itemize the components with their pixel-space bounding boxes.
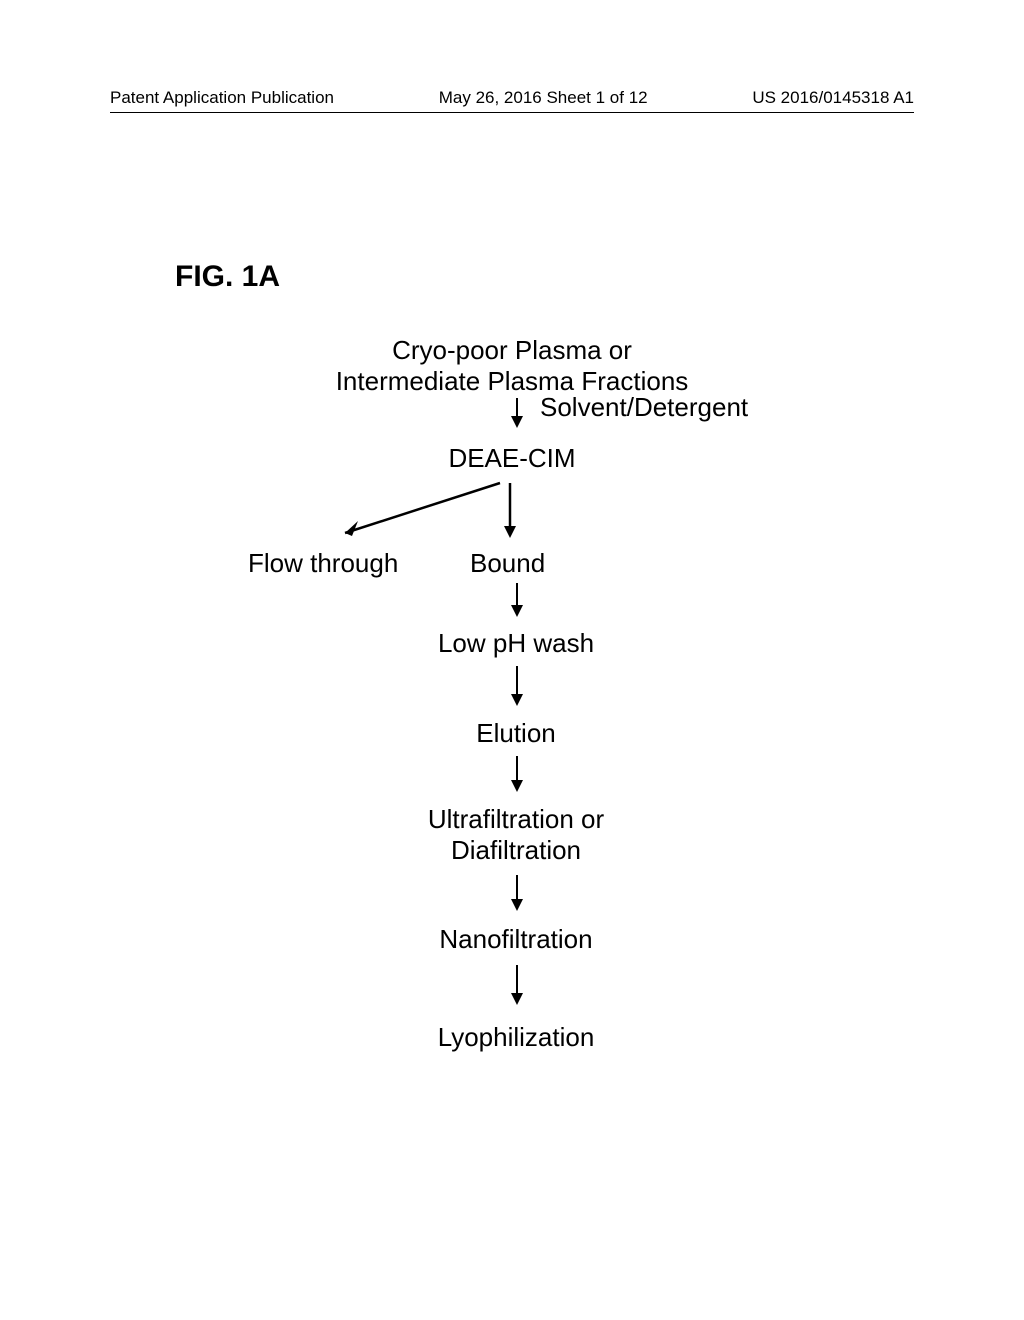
flow-node-bound: Bound xyxy=(470,548,545,579)
solvent-detergent-label: Solvent/Detergent xyxy=(540,392,748,423)
filtration-line2: Diafiltration xyxy=(0,835,1024,866)
flow-node-start: Cryo-poor Plasma or Intermediate Plasma … xyxy=(0,335,1024,397)
header-patent-number: US 2016/0145318 A1 xyxy=(752,88,914,108)
nano-label: Nanofiltration xyxy=(0,924,1024,955)
start-line1: Cryo-poor Plasma or xyxy=(0,335,1024,366)
figure-label: FIG. 1A xyxy=(175,260,280,294)
filtration-line1: Ultrafiltration or xyxy=(0,804,1024,835)
flow-node-flowthrough: Flow through xyxy=(248,548,398,579)
arrow-to-filtration xyxy=(511,756,523,792)
flow-node-wash: Low pH wash xyxy=(0,628,1024,659)
lyo-label: Lyophilization xyxy=(0,1022,1024,1053)
header-divider xyxy=(110,112,914,113)
arrow-to-deae xyxy=(511,398,523,428)
flow-node-filtration: Ultrafiltration or Diafiltration xyxy=(0,804,1024,866)
flow-node-lyo: Lyophilization xyxy=(0,1022,1024,1053)
branch-arrows xyxy=(310,478,530,548)
arrow-to-nano xyxy=(511,875,523,911)
flow-node-deae: DEAE-CIM xyxy=(0,443,1024,474)
deae-label: DEAE-CIM xyxy=(0,443,1024,474)
elution-label: Elution xyxy=(0,718,1024,749)
header-publication: Patent Application Publication xyxy=(110,88,334,108)
arrow-to-elution xyxy=(511,666,523,706)
arrow-to-wash xyxy=(511,583,523,617)
page-header: Patent Application Publication May 26, 2… xyxy=(0,88,1024,108)
header-date-sheet: May 26, 2016 Sheet 1 of 12 xyxy=(439,88,648,108)
start-line2: Intermediate Plasma Fractions xyxy=(0,366,1024,397)
flow-node-nano: Nanofiltration xyxy=(0,924,1024,955)
arrow-to-lyo xyxy=(511,965,523,1005)
wash-label: Low pH wash xyxy=(0,628,1024,659)
flow-node-elution: Elution xyxy=(0,718,1024,749)
